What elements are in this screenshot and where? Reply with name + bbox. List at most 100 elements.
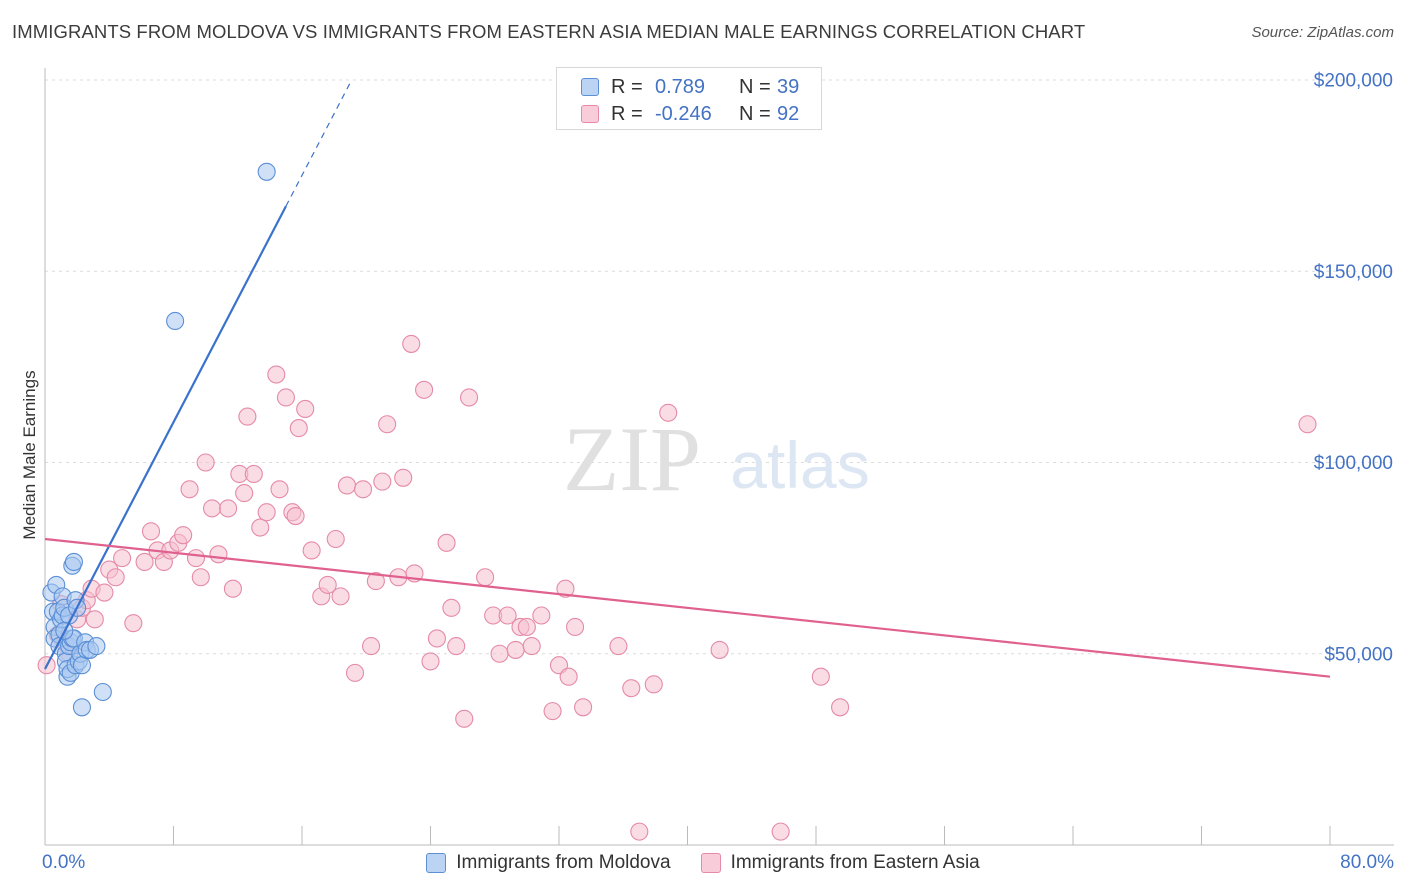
y-tick-label: $200,000 <box>1314 71 1393 92</box>
eastern-asia-point <box>567 618 584 635</box>
eastern-asia-point <box>533 607 550 624</box>
eastern-asia-point <box>245 465 262 482</box>
grid-lines <box>45 80 1392 654</box>
eastern-asia-point <box>175 527 192 544</box>
eastern-asia-point <box>271 481 288 498</box>
legend-n-label: N = <box>739 76 777 99</box>
legend-label-eastern-asia: Immigrants from Eastern Asia <box>731 852 980 874</box>
eastern-asia-point <box>239 408 256 425</box>
eastern-asia-point <box>374 473 391 490</box>
y-tick-label: $50,000 <box>1324 644 1393 665</box>
eastern-asia-point <box>438 534 455 551</box>
eastern-asia-point <box>297 400 314 417</box>
eastern-asia-point <box>422 653 439 670</box>
eastern-asia-point <box>491 645 508 662</box>
eastern-asia-point <box>631 823 648 840</box>
eastern-asia-point <box>192 569 209 586</box>
moldova-point <box>65 553 82 570</box>
eastern-asia-point <box>443 599 460 616</box>
moldova-point <box>88 638 105 655</box>
legend-row-eastern-asia: R = -0.246 N = 92 <box>581 101 799 127</box>
eastern-asia-point <box>456 710 473 727</box>
y-tick-label: $100,000 <box>1314 453 1393 474</box>
legend-r-value: -0.246 <box>655 103 739 126</box>
eastern-asia-point <box>544 703 561 720</box>
eastern-asia-point <box>86 611 103 628</box>
eastern-asia-point <box>327 531 344 548</box>
eastern-asia-point <box>107 569 124 586</box>
eastern-asia-point <box>277 389 294 406</box>
watermark-atlas: atlas <box>730 428 869 502</box>
eastern-asia-point <box>181 481 198 498</box>
eastern-asia-point <box>518 618 535 635</box>
eastern-asia-point <box>96 584 113 601</box>
eastern-asia-point <box>338 477 355 494</box>
legend-row-moldova: R = 0.789 N = 39 <box>581 74 799 100</box>
eastern-asia-point <box>645 676 662 693</box>
eastern-asia-point <box>197 454 214 471</box>
moldova-point <box>167 312 184 329</box>
eastern-asia-point <box>395 469 412 486</box>
legend-item-eastern-asia: Immigrants from Eastern Asia <box>701 852 980 874</box>
eastern-asia-point <box>224 580 241 597</box>
eastern-asia-point <box>403 335 420 352</box>
eastern-asia-point <box>125 615 142 632</box>
eastern-asia-point <box>416 381 433 398</box>
eastern-asia-point <box>187 550 204 567</box>
legend-item-moldova: Immigrants from Moldova <box>426 852 670 874</box>
legend-label-moldova: Immigrants from Moldova <box>456 852 670 874</box>
legend-n-value: 39 <box>777 76 799 99</box>
trend-line-moldova <box>45 206 286 669</box>
moldova-point <box>73 699 90 716</box>
eastern-asia-point <box>560 668 577 685</box>
eastern-asia-point <box>363 638 380 655</box>
eastern-asia-point <box>379 416 396 433</box>
legend-r-label: R = <box>611 76 655 99</box>
eastern-asia-point <box>832 699 849 716</box>
y-tick-labels: $50,000 $100,000 $150,000 $200,000 <box>1314 71 1393 666</box>
legend-swatch-moldova <box>581 78 599 96</box>
eastern-asia-point <box>355 481 372 498</box>
eastern-asia-point <box>623 680 640 697</box>
eastern-asia-point <box>252 519 269 536</box>
legend-swatch-eastern-asia <box>581 105 599 123</box>
y-tick-label: $150,000 <box>1314 262 1393 283</box>
eastern-asia-point <box>347 664 364 681</box>
eastern-asia-point <box>711 641 728 658</box>
eastern-asia-point <box>461 389 478 406</box>
eastern-asia-point <box>268 366 285 383</box>
eastern-asia-point <box>772 823 789 840</box>
watermark-zip: ZIP <box>563 408 701 510</box>
stats-legend: R = 0.789 N = 39 R = -0.246 N = 92 <box>556 67 822 130</box>
legend-r-value: 0.789 <box>655 76 739 99</box>
eastern-asia-point <box>210 546 227 563</box>
eastern-asia-point <box>1299 416 1316 433</box>
eastern-asia-point <box>290 420 307 437</box>
eastern-asia-point <box>428 630 445 647</box>
legend-swatch-moldova <box>426 853 446 873</box>
eastern-asia-point <box>812 668 829 685</box>
eastern-asia-point <box>332 588 349 605</box>
series-legend: Immigrants from Moldova Immigrants from … <box>0 852 1406 874</box>
eastern-asia-point <box>575 699 592 716</box>
eastern-asia-point <box>477 569 494 586</box>
trend-line-eastern-asia <box>45 539 1330 677</box>
series-eastern-asia-points <box>38 335 1316 840</box>
eastern-asia-point <box>236 485 253 502</box>
eastern-asia-point <box>507 641 524 658</box>
eastern-asia-point <box>143 523 160 540</box>
moldova-point <box>94 684 111 701</box>
eastern-asia-point <box>303 542 320 559</box>
eastern-asia-point <box>220 500 237 517</box>
series-moldova-points <box>43 163 275 716</box>
x-axis <box>45 68 1394 845</box>
legend-swatch-eastern-asia <box>701 853 721 873</box>
eastern-asia-point <box>258 504 275 521</box>
trend-line-moldova-extension <box>286 83 350 206</box>
moldova-point <box>73 657 90 674</box>
eastern-asia-point <box>448 638 465 655</box>
eastern-asia-point <box>610 638 627 655</box>
eastern-asia-point <box>114 550 131 567</box>
legend-r-label: R = <box>611 103 655 126</box>
